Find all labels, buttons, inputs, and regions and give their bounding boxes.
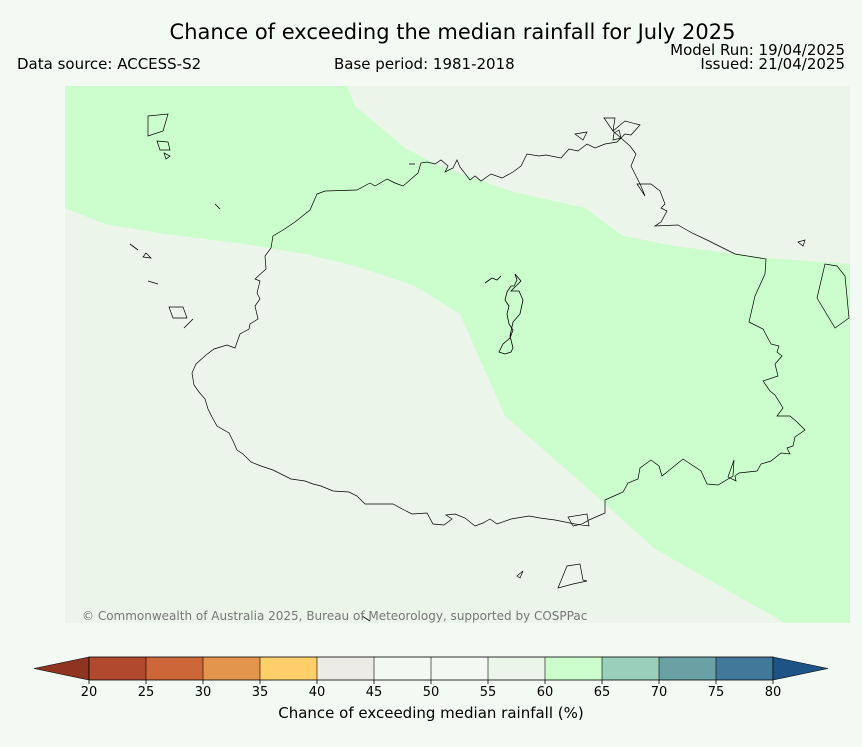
island-south-2	[516, 570, 524, 579]
island-west-1	[168, 306, 188, 319]
colorbar-swatch	[545, 657, 602, 680]
island-nw-3	[163, 152, 171, 160]
colorbar-swatch	[431, 657, 488, 680]
island-west-4	[129, 243, 139, 251]
colorbar-swatch	[146, 657, 203, 680]
model-run-label: Model Run: 19/04/2025	[670, 41, 845, 59]
main-island-coastline	[191, 120, 806, 527]
colorbar-tick-label: 50	[423, 685, 440, 700]
colorbar-swatch	[659, 657, 716, 680]
forecast-map	[65, 86, 850, 623]
colorbar-tick-label: 70	[651, 685, 668, 700]
colorbar-label: Chance of exceeding median rainfall (%)	[278, 704, 584, 722]
issued-label: Issued: 21/04/2025	[700, 55, 845, 73]
colorbar: 20 25 30 35 40 45 50 55 60 65 70 75 80	[33, 656, 829, 700]
colorbar-tick-label: 40	[309, 685, 326, 700]
colorbar-tick-label: 30	[195, 685, 212, 700]
map-canvas	[65, 86, 850, 623]
colorbar-under-arrow	[33, 656, 90, 681]
colorbar-tick-label: 25	[138, 685, 155, 700]
island-south-1	[557, 563, 588, 589]
colorbar-swatch	[602, 657, 659, 680]
colorbar-swatch	[260, 657, 317, 680]
island-west-5	[142, 252, 152, 259]
colorbar-tick-label: 35	[252, 685, 269, 700]
island-west-3	[147, 280, 159, 285]
island-west-6	[214, 203, 221, 210]
colorbar-tick-label: 20	[81, 685, 98, 700]
colorbar-swatch	[203, 657, 260, 680]
data-source-label: Data source: ACCESS-S2	[17, 55, 202, 73]
colorbar-tick-label: 55	[480, 685, 497, 700]
island-east-2	[816, 263, 850, 329]
base-period-label: Base period: 1981-2018	[334, 55, 515, 73]
colorbar-swatch	[488, 657, 545, 680]
colorbar-swatch	[89, 657, 146, 680]
island-nw-2	[156, 140, 171, 151]
inner-island-north	[484, 275, 502, 284]
colorbar-tick-label: 80	[765, 685, 782, 700]
colorbar-tick-label: 45	[366, 685, 383, 700]
colorbar-tick-label: 60	[537, 685, 554, 700]
colorbar-swatch	[374, 657, 431, 680]
copyright-credit: © Commonwealth of Australia 2025, Bureau…	[82, 609, 588, 623]
colorbar-tick-label: 75	[708, 685, 725, 700]
colorbar-swatch	[317, 657, 374, 680]
map-title: Chance of exceeding the median rainfall …	[169, 20, 736, 44]
inner-island-coastline	[498, 273, 524, 355]
colorbar-tick-label: 65	[594, 685, 611, 700]
island-ne-3	[612, 129, 622, 141]
island-ne-1	[574, 131, 588, 141]
colorbar-swatch	[716, 657, 773, 680]
island-west-2	[183, 318, 194, 329]
colorbar-over-arrow	[772, 656, 829, 681]
island-south-3	[361, 615, 371, 622]
island-nw-1	[147, 113, 169, 137]
island-ne-2	[603, 117, 616, 132]
island-east-1	[797, 239, 806, 247]
map-region-60-65	[65, 86, 850, 623]
